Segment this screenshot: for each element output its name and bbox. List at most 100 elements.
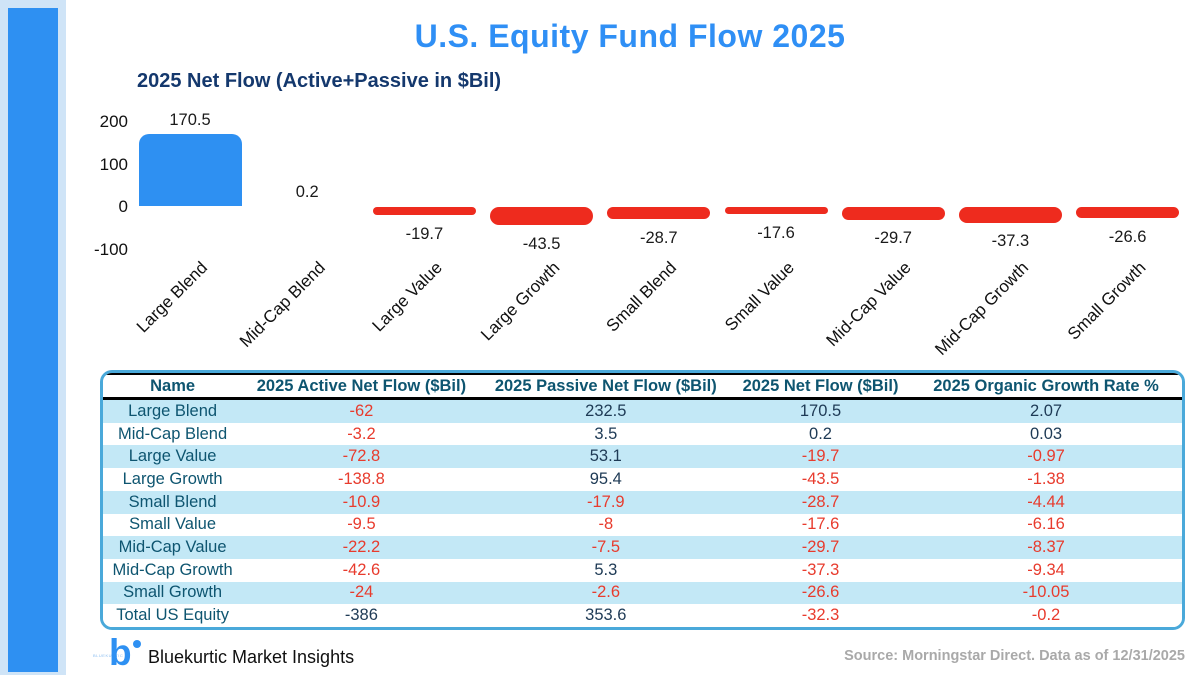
cell-value: -37.3	[801, 560, 840, 579]
cell-value: -10.9	[342, 492, 381, 511]
cell-value: -17.9	[586, 492, 625, 511]
logo-dot-icon	[133, 640, 141, 648]
cell-value: 232.5	[585, 401, 627, 420]
column-header: 2025 Net Flow ($Bil)	[742, 376, 899, 395]
cell-value: -72.8	[342, 447, 381, 466]
table-row: Large Blend -62 232.5 170.5 2.07	[103, 400, 1182, 423]
cell-value: -26.6	[801, 583, 840, 602]
bluekurtic-logo-icon: BLUEKURTIC b	[93, 632, 145, 674]
cell-value: -42.6	[342, 560, 381, 579]
cell-value: 170.5	[799, 401, 842, 420]
value-label-mid-cap-value: -29.7	[874, 229, 912, 248]
bar-large-blend	[138, 134, 242, 207]
xlabel-large-blend: Large Blend	[133, 258, 212, 337]
table-row: Small Value -9.5 -8 -17.6 -6.16	[103, 513, 1182, 537]
cell-value: -4.44	[1027, 492, 1065, 511]
cell-value: -62	[349, 401, 374, 420]
value-label-mid-cap-blend: 0.2	[295, 183, 319, 202]
cell-value: -10.05	[1022, 583, 1070, 602]
xlabel-mid-cap-blend: Mid-Cap Blend	[235, 258, 329, 351]
cell-value: -9.34	[1027, 560, 1065, 579]
brand-name: Bluekurtic Market Insights	[148, 647, 355, 667]
cell-value: -7.5	[591, 538, 621, 557]
bar-small-blend	[607, 207, 711, 220]
cell-value: 353.6	[585, 606, 627, 625]
cell-value: -19.7	[801, 447, 840, 466]
cell-value: -8.37	[1027, 538, 1065, 557]
cell-value: -138.8	[338, 469, 385, 488]
table-row: Mid-Cap Growth -42.6 5.3 -37.3 -9.34	[103, 558, 1182, 582]
cell-value: -3.2	[347, 424, 376, 443]
logo-microtext: BLUEKURTIC	[93, 653, 124, 658]
table-row: Small Blend -10.9 -17.9 -28.7 -4.44	[103, 490, 1182, 514]
bar-mid-cap-growth	[958, 207, 1062, 223]
page-title: U.S. Equity Fund Flow 2025	[414, 18, 846, 54]
cell-value: 2.07	[1029, 401, 1063, 420]
row-name: Small Growth	[123, 583, 223, 602]
xlabel-small-growth: Small Growth	[1063, 258, 1150, 344]
bar-large-value	[372, 207, 476, 216]
cell-value: -386	[344, 606, 378, 625]
cell-value: -17.6	[801, 515, 840, 534]
table-row: Mid-Cap Blend -3.2 3.5 0.2 0.03	[103, 422, 1182, 446]
cell-value: 0.2	[809, 424, 832, 443]
cell-value: 5.3	[594, 560, 618, 579]
cell-value: -32.3	[801, 606, 840, 625]
column-header: Name	[150, 376, 196, 395]
row-name: Mid-Cap Blend	[118, 424, 228, 443]
cell-value: -0.97	[1027, 447, 1065, 466]
xlabel-mid-cap-growth: Mid-Cap Growth	[930, 258, 1032, 359]
value-label-small-growth: -26.6	[1108, 227, 1147, 246]
ytick-200: 200	[99, 112, 128, 131]
cell-value: 0.03	[1029, 424, 1063, 443]
logo-letter-b: b	[109, 632, 132, 673]
xlabel-large-growth: Large Growth	[476, 258, 564, 345]
value-label-small-value: -17.6	[757, 223, 795, 242]
xlabel-small-value: Small Value	[720, 258, 798, 335]
ytick-0: 0	[118, 197, 128, 216]
xlabel-large-value: Large Value	[368, 258, 446, 336]
table-row: Large Value -72.8 53.1 -19.7 -0.97	[103, 445, 1182, 469]
cell-value: -0.2	[1031, 606, 1061, 625]
bar-small-value	[724, 207, 828, 215]
cell-value: 3.5	[594, 424, 618, 443]
cell-value: -2.6	[591, 583, 621, 602]
row-name: Mid-Cap Growth	[112, 560, 233, 579]
cell-value: -24	[349, 583, 374, 602]
cell-value: -1.38	[1027, 469, 1065, 488]
cell-value: -43.5	[801, 469, 840, 488]
cell-value: 53.1	[589, 447, 622, 466]
ytick-100: 100	[99, 154, 128, 174]
xlabel-mid-cap-value: Mid-Cap Value	[822, 258, 915, 351]
bar-small-growth	[1076, 207, 1180, 219]
ytick--100: -100	[93, 239, 128, 259]
chart-title: 2025 Net Flow (Active+Passive in $Bil)	[137, 70, 502, 92]
cell-value: -6.16	[1027, 515, 1065, 534]
bar-mid-cap-value	[841, 207, 945, 220]
cell-value: -9.5	[347, 515, 376, 534]
xlabel-small-blend: Small Blend	[602, 258, 681, 336]
left-accent-bar	[8, 8, 58, 672]
row-name: Mid-Cap Value	[118, 538, 227, 557]
table-row: Mid-Cap Value -22.2 -7.5 -29.7 -8.37	[103, 536, 1182, 559]
column-header: 2025 Active Net Flow ($Bil)	[256, 376, 467, 395]
table-row: Large Growth -138.8 95.4 -43.5 -1.38	[103, 468, 1182, 491]
table-header-row: Name 2025 Active Net Flow ($Bil) 2025 Pass…	[103, 373, 1182, 400]
row-name: Large Value	[128, 447, 217, 466]
bar-large-growth	[490, 207, 594, 226]
row-name: Small Value	[129, 515, 216, 534]
table-row: Total US Equity -386 353.6 -32.3 -0.2	[103, 604, 1182, 627]
table-row: Small Growth -24 -2.6 -26.6 -10.05	[103, 581, 1182, 605]
row-name: Small Blend	[128, 492, 217, 511]
row-name: Large Growth	[122, 469, 223, 488]
cell-value: -28.7	[801, 492, 840, 511]
value-label-small-blend: -28.7	[639, 228, 678, 247]
cell-value: -8	[598, 515, 614, 534]
cell-value: 95.4	[589, 469, 622, 488]
source-attribution: Source: Morningstar Direct. Data as of 1…	[844, 648, 1185, 664]
cell-value: -22.2	[342, 538, 381, 557]
row-name: Large Blend	[128, 401, 218, 420]
value-label-large-blend: 170.5	[169, 111, 211, 130]
cell-value: -29.7	[801, 538, 840, 557]
row-name: Total US Equity	[116, 606, 229, 625]
